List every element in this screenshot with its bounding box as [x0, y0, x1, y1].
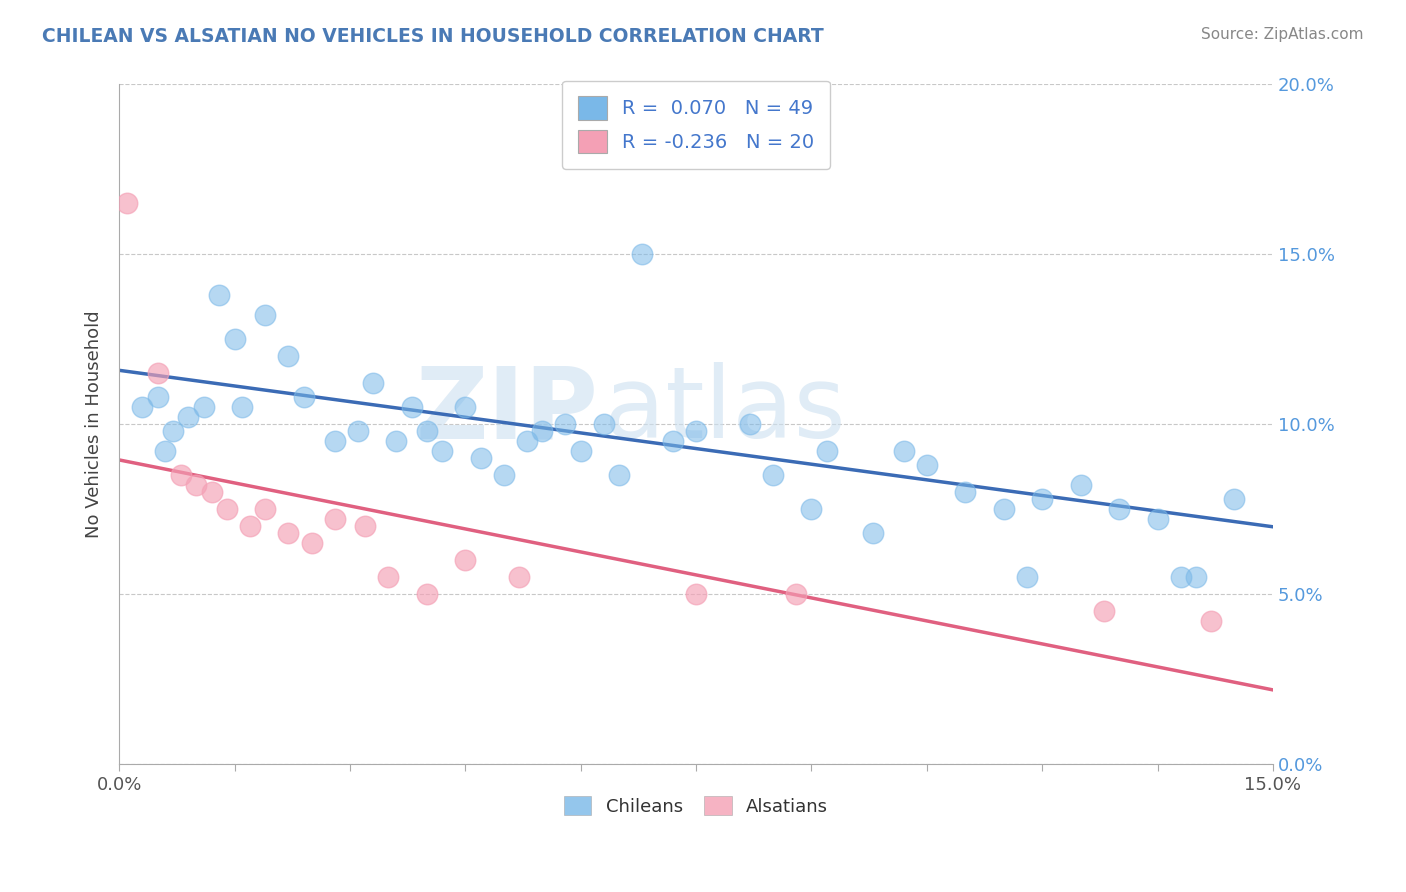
Point: [508, 570, 530, 584]
Point: [1108, 502, 1130, 516]
Point: [377, 570, 399, 584]
Point: [685, 587, 707, 601]
Point: [292, 390, 315, 404]
Point: [454, 400, 477, 414]
Point: [1015, 570, 1038, 584]
Point: [254, 309, 277, 323]
Point: [170, 468, 193, 483]
Point: [470, 451, 492, 466]
Point: [993, 502, 1015, 516]
Point: [516, 434, 538, 449]
Point: [155, 444, 177, 458]
Point: [146, 390, 169, 404]
Point: [662, 434, 685, 449]
Text: atlas: atlas: [603, 362, 845, 459]
Point: [277, 349, 299, 363]
Legend: Chileans, Alsatians: Chileans, Alsatians: [557, 789, 835, 822]
Point: [915, 458, 938, 472]
Point: [208, 288, 231, 302]
Point: [1170, 570, 1192, 584]
Point: [254, 502, 277, 516]
Point: [146, 366, 169, 380]
Point: [416, 587, 439, 601]
Point: [346, 424, 368, 438]
Point: [707, 118, 730, 132]
Point: [1092, 604, 1115, 618]
Point: [162, 424, 184, 438]
Point: [685, 424, 707, 438]
Y-axis label: No Vehicles in Household: No Vehicles in Household: [86, 310, 103, 538]
Text: CHILEAN VS ALSATIAN NO VEHICLES IN HOUSEHOLD CORRELATION CHART: CHILEAN VS ALSATIAN NO VEHICLES IN HOUSE…: [42, 27, 824, 45]
Point: [800, 502, 823, 516]
Point: [1031, 491, 1053, 506]
Point: [301, 536, 323, 550]
Point: [416, 424, 439, 438]
Point: [607, 468, 630, 483]
Point: [361, 376, 384, 391]
Point: [186, 478, 208, 492]
Point: [177, 410, 200, 425]
Point: [592, 417, 614, 431]
Point: [401, 400, 423, 414]
Point: [385, 434, 408, 449]
Point: [1201, 614, 1223, 628]
Point: [1185, 570, 1208, 584]
Point: [231, 400, 253, 414]
Point: [531, 424, 554, 438]
Point: [323, 434, 346, 449]
Point: [554, 417, 576, 431]
Point: [323, 512, 346, 526]
Point: [893, 444, 915, 458]
Point: [277, 525, 299, 540]
Point: [115, 196, 138, 211]
Text: ZIP: ZIP: [415, 362, 598, 459]
Point: [200, 485, 222, 500]
Point: [224, 332, 246, 346]
Point: [354, 519, 377, 533]
Point: [569, 444, 592, 458]
Point: [762, 468, 785, 483]
Point: [131, 400, 153, 414]
Point: [454, 553, 477, 567]
Point: [193, 400, 215, 414]
Point: [492, 468, 515, 483]
Text: Source: ZipAtlas.com: Source: ZipAtlas.com: [1201, 27, 1364, 42]
Point: [785, 587, 807, 601]
Point: [738, 417, 761, 431]
Point: [631, 247, 654, 261]
Point: [955, 485, 977, 500]
Point: [432, 444, 454, 458]
Point: [1070, 478, 1092, 492]
Point: [1146, 512, 1168, 526]
Point: [1223, 491, 1246, 506]
Point: [815, 444, 838, 458]
Point: [215, 502, 238, 516]
Point: [862, 525, 884, 540]
Point: [239, 519, 262, 533]
